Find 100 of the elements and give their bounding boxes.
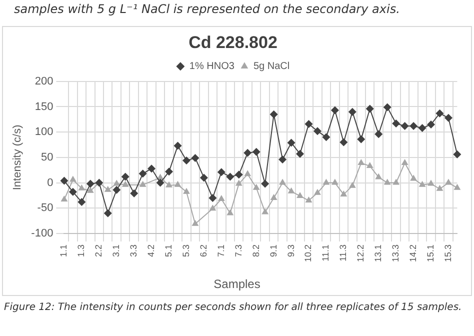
x-tick-label: 13.3 bbox=[390, 244, 401, 262]
point bbox=[174, 180, 182, 187]
x-tick-label: 15.3 bbox=[442, 244, 453, 262]
caption: Figure 12: The intensity in counts per seconds shown for all three replicates of 15 samples. bbox=[3, 301, 463, 313]
point bbox=[60, 176, 68, 185]
point bbox=[244, 170, 252, 176]
point bbox=[287, 138, 296, 147]
point bbox=[366, 104, 374, 113]
point bbox=[130, 189, 138, 198]
point bbox=[400, 122, 409, 130]
point bbox=[122, 180, 129, 187]
x-tick-label: 7.3 bbox=[233, 244, 244, 257]
point bbox=[410, 174, 417, 181]
point bbox=[278, 155, 287, 164]
point bbox=[279, 178, 286, 185]
x-tick-label: 13.1 bbox=[373, 244, 384, 262]
point bbox=[226, 209, 234, 216]
point bbox=[208, 194, 217, 202]
point bbox=[314, 188, 321, 195]
point bbox=[174, 142, 182, 150]
point bbox=[261, 180, 270, 188]
point bbox=[340, 190, 348, 196]
x-tick-label: 9.1 bbox=[268, 244, 278, 257]
point bbox=[191, 154, 200, 162]
point bbox=[296, 150, 304, 158]
point bbox=[330, 106, 339, 114]
point bbox=[270, 194, 278, 200]
point bbox=[262, 208, 269, 214]
point bbox=[322, 133, 330, 142]
legend-label: 5g NaCl bbox=[253, 61, 290, 72]
point bbox=[296, 192, 304, 198]
point bbox=[165, 168, 174, 176]
point bbox=[235, 180, 242, 186]
y-tick-label: -50 bbox=[37, 202, 54, 214]
point bbox=[313, 127, 322, 136]
point bbox=[384, 178, 391, 185]
point bbox=[78, 198, 86, 206]
point bbox=[148, 164, 156, 173]
y-tick-label: 0 bbox=[47, 176, 54, 189]
legend-label: 1% HNO3 bbox=[189, 61, 235, 72]
point bbox=[104, 186, 112, 192]
x-tick-label: 5.3 bbox=[180, 244, 191, 257]
point bbox=[252, 148, 260, 156]
point bbox=[340, 138, 348, 146]
point bbox=[454, 184, 461, 190]
point bbox=[348, 182, 356, 188]
x-tick-label: 1.3 bbox=[76, 244, 86, 257]
point bbox=[182, 156, 190, 164]
point bbox=[166, 181, 172, 188]
point bbox=[348, 108, 356, 116]
y-axis-title: Intensity (c/s) bbox=[12, 124, 24, 190]
point bbox=[78, 184, 86, 190]
x-tick-label: 5.1 bbox=[163, 244, 174, 257]
point bbox=[270, 110, 278, 118]
x-tick-label: 12.2 bbox=[356, 244, 366, 262]
x-tick-label: 3.1 bbox=[111, 244, 122, 257]
x-tick-label: 2.2 bbox=[94, 244, 104, 257]
point bbox=[445, 178, 452, 185]
point bbox=[60, 196, 68, 202]
point bbox=[331, 178, 338, 185]
point bbox=[244, 148, 252, 157]
point bbox=[401, 159, 408, 166]
point bbox=[226, 172, 234, 181]
point bbox=[113, 180, 120, 186]
point bbox=[304, 120, 313, 128]
point bbox=[436, 184, 444, 191]
x-tick-label: 11.3 bbox=[338, 244, 348, 262]
x-tick-label: 9.3 bbox=[286, 244, 296, 257]
point bbox=[322, 178, 330, 185]
point bbox=[305, 196, 312, 203]
point bbox=[192, 220, 199, 226]
point bbox=[86, 186, 94, 193]
x-tick-label: 6.2 bbox=[198, 244, 208, 257]
point bbox=[209, 204, 216, 211]
point bbox=[217, 168, 226, 176]
text: samples with 5 g L⁻¹ NaCl is represented on the secondary axis. bbox=[13, 1, 401, 18]
point bbox=[427, 120, 435, 128]
point bbox=[183, 188, 190, 194]
point bbox=[252, 184, 260, 190]
x-tick-label: 8.2 bbox=[250, 244, 261, 257]
x-tick-label: 7.1 bbox=[216, 244, 226, 257]
point bbox=[234, 170, 243, 179]
point bbox=[69, 176, 76, 182]
point bbox=[375, 173, 382, 180]
chart-title: Cd 228.802 bbox=[188, 32, 278, 52]
point bbox=[436, 109, 444, 118]
point bbox=[288, 187, 295, 194]
x-tick-label: 3.3 bbox=[128, 244, 139, 257]
point bbox=[104, 209, 112, 218]
y-tick-label: 100 bbox=[34, 126, 54, 138]
point bbox=[418, 124, 426, 132]
x-tick-label: 10.2 bbox=[303, 244, 314, 262]
point bbox=[392, 178, 400, 185]
point bbox=[444, 114, 452, 122]
point bbox=[357, 135, 366, 144]
point bbox=[139, 180, 146, 187]
point bbox=[392, 119, 400, 128]
x-tick-label: 11.1 bbox=[320, 244, 331, 262]
x-tick-label: 1.1 bbox=[58, 244, 69, 257]
point bbox=[218, 195, 225, 202]
